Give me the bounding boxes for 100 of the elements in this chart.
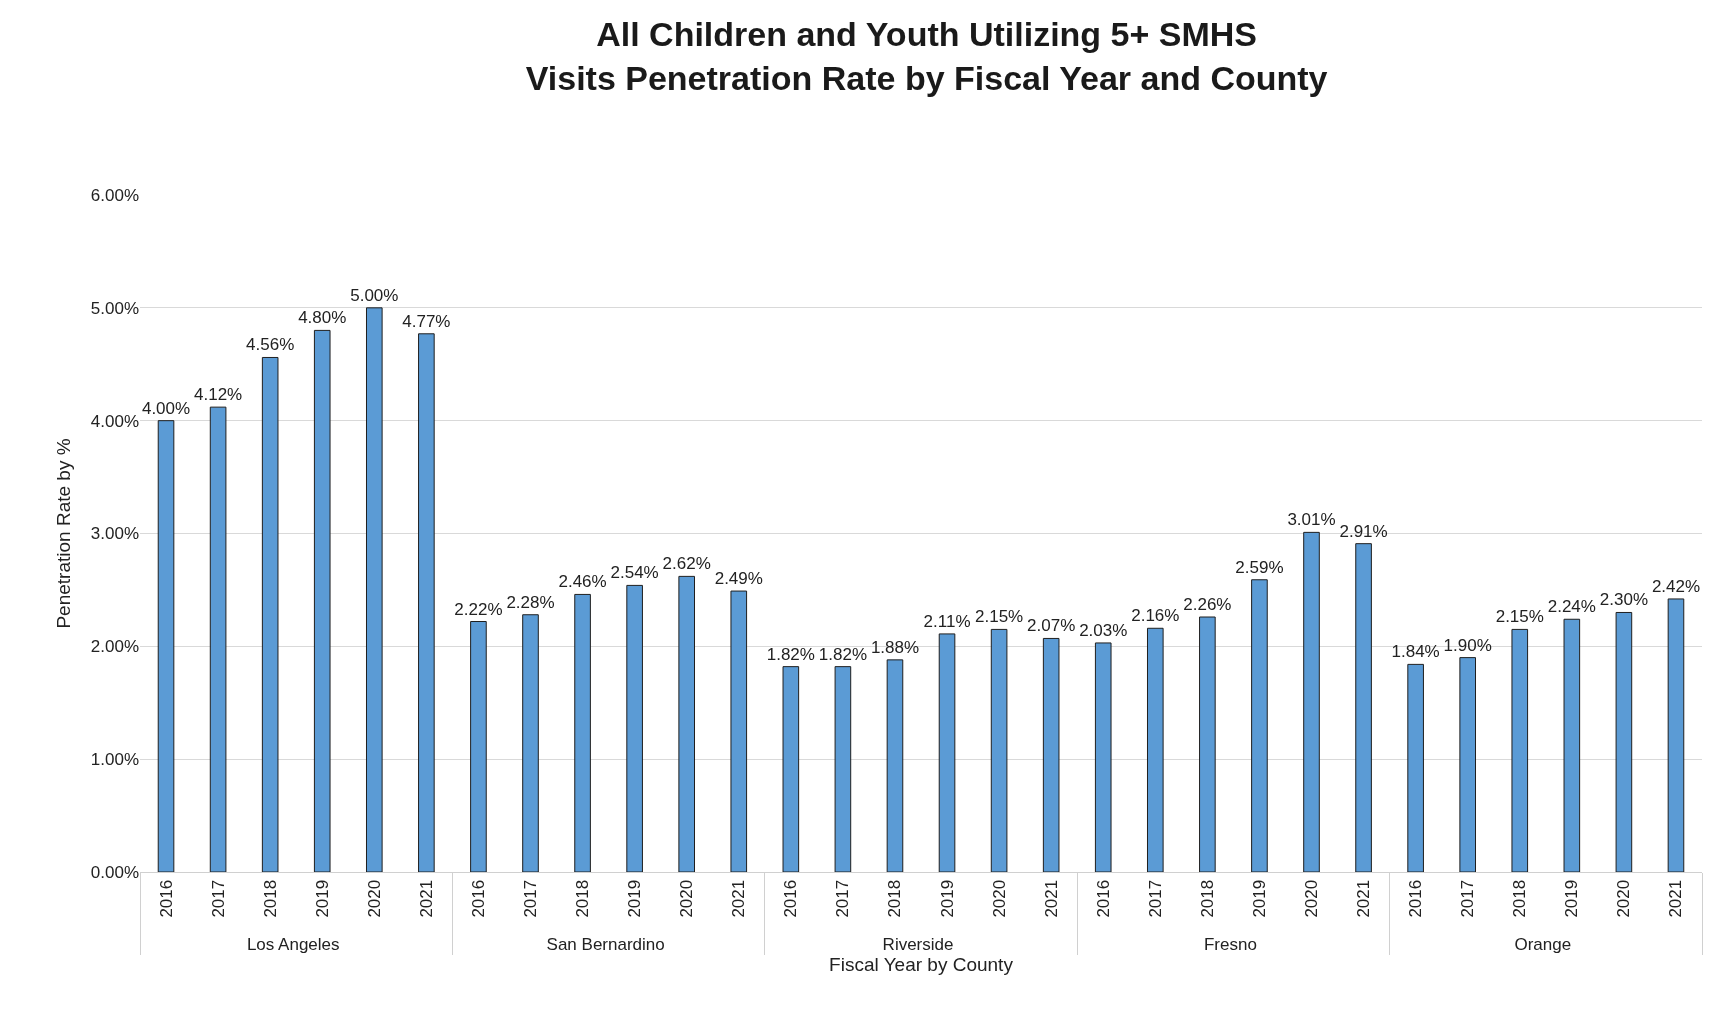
x-tick-label: 2021 bbox=[1354, 879, 1374, 918]
bar bbox=[1407, 663, 1424, 872]
bar bbox=[1459, 657, 1477, 872]
data-label: 2.59% bbox=[1235, 557, 1284, 577]
x-tick-label: 2020 bbox=[1614, 879, 1634, 918]
data-label: 4.80% bbox=[298, 308, 347, 328]
data-label: 2.03% bbox=[1079, 620, 1128, 640]
x-tick-label: 2018 bbox=[573, 879, 593, 918]
x-tick-label: 2018 bbox=[885, 879, 905, 918]
bar bbox=[1615, 611, 1633, 872]
text: Riverside bbox=[882, 935, 954, 955]
bar bbox=[1511, 628, 1529, 872]
data-label: 1.88% bbox=[870, 637, 920, 657]
x-tick-label: 2016 bbox=[468, 879, 488, 918]
data-label: 2.28% bbox=[506, 592, 555, 612]
x-tick-label: 2016 bbox=[156, 879, 176, 918]
y-tick-label: 2.00% bbox=[90, 637, 139, 657]
text: San Bernardino bbox=[546, 935, 665, 955]
bar bbox=[1146, 627, 1164, 872]
data-label: 2.46% bbox=[558, 572, 607, 592]
y-tick-label: 6.00% bbox=[90, 185, 139, 205]
data-label: 2.42% bbox=[1651, 576, 1701, 596]
bar bbox=[574, 593, 591, 872]
bar bbox=[1199, 616, 1216, 872]
data-label: 2.16% bbox=[1131, 606, 1180, 626]
x-tick-label: 2021 bbox=[416, 879, 436, 918]
data-label: 2.24% bbox=[1547, 597, 1596, 617]
y-tick-label: 0.00% bbox=[90, 862, 139, 882]
data-label: 1.82% bbox=[766, 644, 815, 664]
bar bbox=[834, 666, 852, 872]
bar bbox=[1563, 618, 1581, 872]
bar bbox=[782, 666, 800, 872]
bar bbox=[522, 614, 539, 872]
x-tick-label: 2019 bbox=[1249, 879, 1269, 918]
data-label: 1.84% bbox=[1391, 642, 1440, 662]
x-tick-label: 2018 bbox=[1197, 879, 1217, 918]
bar bbox=[1042, 637, 1060, 872]
y-axis-title: Penetration Rate by % bbox=[52, 438, 74, 629]
text: Orange bbox=[1514, 935, 1572, 955]
data-label: 2.26% bbox=[1183, 595, 1232, 614]
text: Los Angeles bbox=[246, 935, 340, 955]
bar bbox=[626, 584, 643, 872]
y-tick-label: 1.00% bbox=[90, 750, 139, 770]
data-label: 2.91% bbox=[1339, 521, 1388, 541]
bar bbox=[1251, 579, 1268, 872]
data-label: 5.00% bbox=[350, 285, 399, 305]
y-tick-label: 5.00% bbox=[90, 298, 139, 318]
chart-title: All Children and Youth Utilizing 5+ SMHS Visits Penetration Rate by Fiscal Year and County bbox=[525, 14, 1328, 97]
x-tick-label: 2021 bbox=[1666, 879, 1686, 918]
x-axis-title: Fiscal Year by County bbox=[829, 954, 1014, 976]
x-tick-label: 2020 bbox=[1302, 879, 1322, 918]
x-tick-label: 2017 bbox=[833, 879, 853, 918]
data-label: 1.90% bbox=[1443, 635, 1492, 655]
bar bbox=[678, 575, 696, 872]
bar bbox=[938, 633, 956, 872]
x-tick-label: 2017 bbox=[1145, 879, 1165, 918]
bar bbox=[365, 307, 383, 872]
data-label: 2.30% bbox=[1599, 590, 1648, 610]
x-tick-label: 2020 bbox=[364, 879, 384, 918]
bar bbox=[1303, 531, 1320, 872]
x-tick-label: 2017 bbox=[1458, 879, 1478, 918]
data-label: 2.15% bbox=[1495, 607, 1544, 627]
y-tick-label: 4.00% bbox=[90, 411, 139, 431]
x-tick-label: 2016 bbox=[1406, 879, 1426, 918]
x-tick-label: 2020 bbox=[989, 879, 1009, 918]
text: Fresno bbox=[1203, 935, 1257, 955]
x-tick-label: 2017 bbox=[208, 879, 228, 918]
bar bbox=[157, 420, 175, 872]
data-label: 2.54% bbox=[610, 563, 659, 583]
data-label: 2.15% bbox=[975, 607, 1024, 627]
data-label: 4.12% bbox=[194, 385, 243, 405]
data-label: 2.11% bbox=[923, 611, 971, 631]
y-tick-label: 3.00% bbox=[90, 524, 139, 544]
bar bbox=[209, 406, 227, 872]
data-label: 2.62% bbox=[662, 554, 711, 574]
bar bbox=[990, 628, 1008, 872]
data-label: 2.49% bbox=[714, 569, 763, 589]
bar bbox=[730, 590, 748, 872]
bar bbox=[418, 333, 435, 872]
data-label: 2.07% bbox=[1027, 616, 1076, 636]
x-tick-label: 2018 bbox=[260, 879, 280, 918]
bar bbox=[1355, 543, 1372, 872]
bar bbox=[261, 356, 279, 872]
x-tick-label: 2016 bbox=[1093, 879, 1113, 918]
x-tick-label: 2021 bbox=[1041, 879, 1061, 918]
bar bbox=[313, 329, 331, 872]
bar bbox=[1094, 642, 1112, 872]
data-label: 1.82% bbox=[818, 644, 867, 664]
bar bbox=[470, 621, 487, 872]
x-tick-label: 2019 bbox=[625, 879, 645, 918]
data-label: 4.00% bbox=[141, 398, 191, 418]
x-tick-label: 2018 bbox=[1510, 879, 1530, 918]
x-tick-label: 2019 bbox=[937, 879, 957, 918]
bar bbox=[886, 659, 904, 872]
x-tick-label: 2020 bbox=[677, 879, 697, 918]
data-label: 4.56% bbox=[246, 335, 295, 355]
x-tick-label: 2019 bbox=[1562, 879, 1582, 918]
data-label: 3.01% bbox=[1287, 510, 1336, 530]
data-label: 4.77% bbox=[402, 311, 451, 331]
x-tick-label: 2016 bbox=[781, 879, 801, 918]
